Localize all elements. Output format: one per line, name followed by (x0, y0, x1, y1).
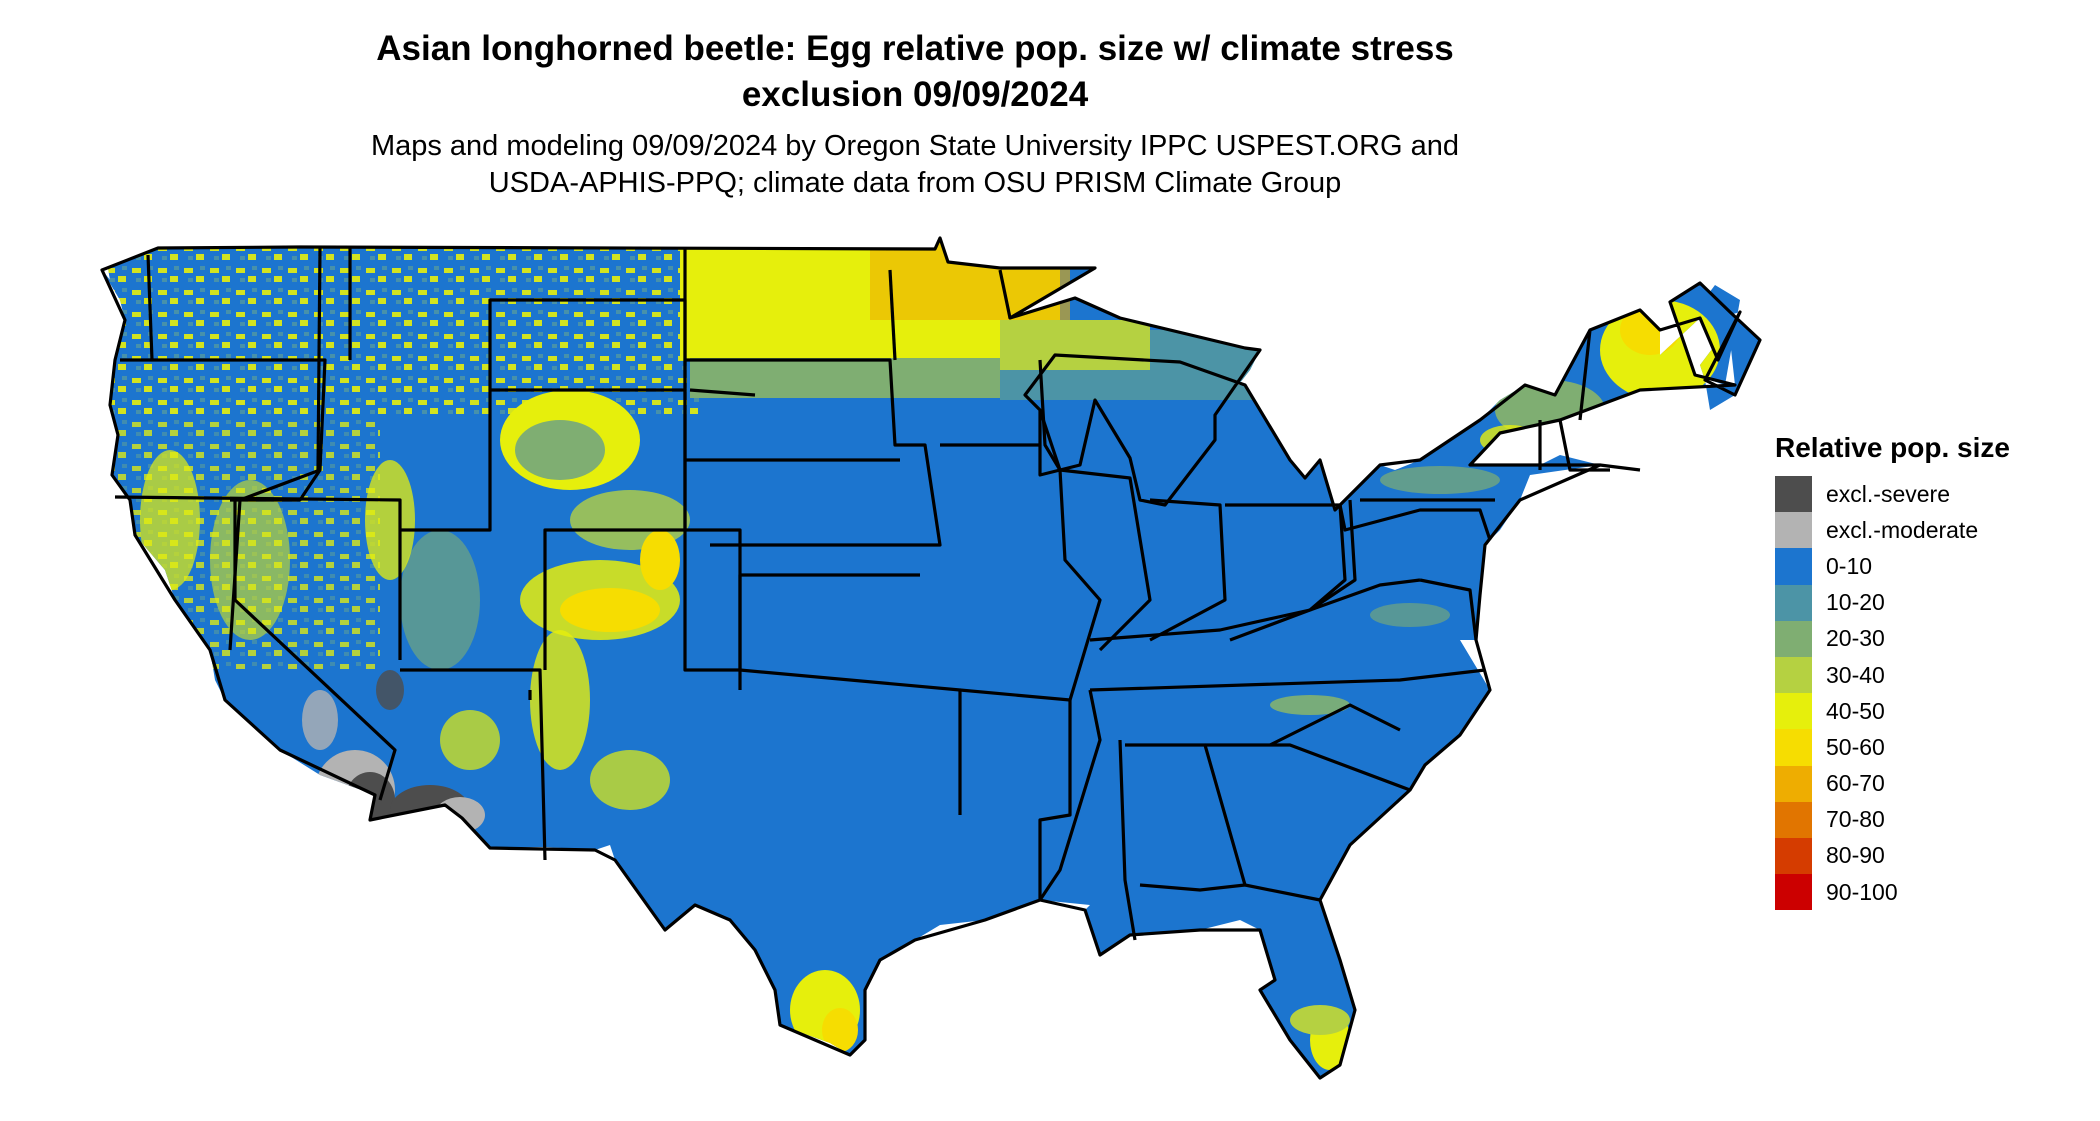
legend-label: 20-30 (1826, 625, 1885, 652)
map-subtitle-line-1: Maps and modeling 09/09/2024 by Oregon S… (370, 130, 1460, 162)
legend-item: 30-40 (1775, 656, 2010, 694)
legend-swatch (1775, 584, 1812, 621)
legend-item: excl.-severe (1775, 476, 2010, 513)
legend-item: 0-10 (1775, 548, 2010, 585)
legend-item: 90-100 (1775, 874, 2010, 911)
legend-item: 70-80 (1775, 801, 2010, 838)
legend-label: 40-50 (1826, 697, 1885, 724)
legend-swatch (1775, 837, 1812, 875)
map-title: Asian longhorned beetle: Egg relative po… (0, 26, 1830, 118)
legend-label: 0-10 (1826, 552, 1873, 579)
legend-item: excl.-moderate (1775, 512, 2010, 549)
legend-swatch (1775, 801, 1812, 838)
legend-label: 50-60 (1826, 733, 1885, 760)
legend-swatch (1775, 729, 1812, 766)
legend-item: 60-70 (1775, 765, 2010, 802)
legend-swatch (1775, 765, 1812, 802)
legend-label: excl.-moderate (1826, 516, 1979, 543)
legend: Relative pop. size excl.-severe excl.-mod… (1775, 432, 2010, 911)
legend-label: 10-20 (1826, 589, 1885, 616)
legend-item: 10-20 (1775, 584, 2010, 621)
legend-swatch (1775, 874, 1812, 911)
map-title-line-2: exclusion 09/09/2024 (741, 75, 1089, 114)
legend-items: excl.-severe excl.-moderate 0-10 10-20 20-30… (1775, 476, 2010, 911)
map-subtitle: Maps and modeling 09/09/2024 by Oregon S… (0, 128, 1830, 202)
legend-swatch (1775, 548, 1812, 585)
legend-label: 70-80 (1826, 806, 1885, 833)
legend-item: 50-60 (1775, 729, 2010, 766)
legend-title: Relative pop. size (1775, 432, 2010, 463)
legend-item: 40-50 (1775, 693, 2010, 730)
legend-label: 90-100 (1826, 878, 1898, 905)
gulf-and-florida-coast (790, 970, 1350, 1070)
map-subtitle-line-2: USDA-APHIS-PPQ; climate data from OSU PR… (488, 167, 1342, 199)
legend-item: 80-90 (1775, 837, 2010, 875)
legend-swatch (1775, 512, 1812, 549)
legend-label: 60-70 (1826, 770, 1885, 797)
legend-swatch (1775, 656, 1812, 694)
legend-swatch (1775, 693, 1812, 730)
legend-swatch (1775, 620, 1812, 657)
northern-tier-band (102, 240, 1260, 670)
legend-label: excl.-severe (1826, 480, 1950, 507)
legend-swatch (1775, 476, 1812, 513)
legend-label: 30-40 (1826, 661, 1885, 688)
legend-label: 80-90 (1826, 842, 1885, 869)
legend-item: 20-30 (1775, 620, 2010, 657)
map-title-line-1: Asian longhorned beetle: Egg relative po… (376, 29, 1454, 68)
state-borders (100, 236, 1762, 1080)
